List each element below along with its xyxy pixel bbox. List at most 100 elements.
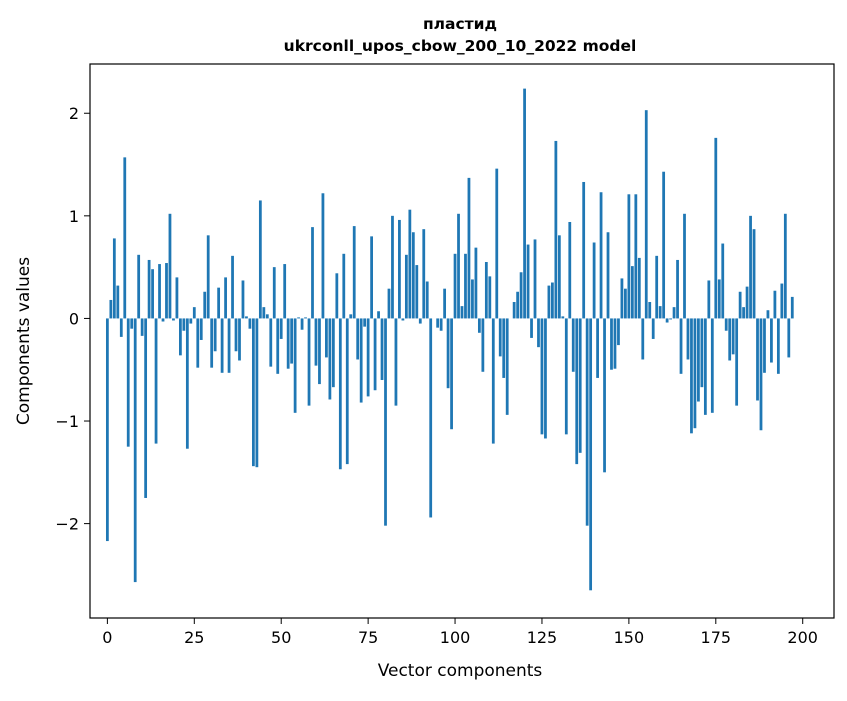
bar-144 <box>607 232 610 318</box>
bar-71 <box>353 226 356 318</box>
y-tick-label: −2 <box>55 515 79 534</box>
bar-65 <box>332 318 335 387</box>
bar-61 <box>318 318 321 384</box>
bar-154 <box>641 318 644 359</box>
bar-109 <box>485 262 488 318</box>
bar-178 <box>725 318 728 330</box>
bar-45 <box>262 307 265 318</box>
bar-194 <box>780 284 783 319</box>
bar-12 <box>148 260 151 318</box>
bars <box>106 89 794 591</box>
bar-148 <box>621 278 624 318</box>
bar-134 <box>572 318 575 371</box>
bar-47 <box>269 318 272 366</box>
bar-179 <box>728 318 731 360</box>
bar-54 <box>294 318 297 412</box>
bar-155 <box>645 110 648 318</box>
bar-16 <box>162 318 165 321</box>
bar-195 <box>784 214 787 319</box>
bar-36 <box>231 256 234 319</box>
bar-31 <box>214 318 217 351</box>
bar-32 <box>217 288 220 319</box>
bar-132 <box>565 318 568 434</box>
bar-10 <box>141 318 144 335</box>
bar-69 <box>346 318 349 464</box>
bar-89 <box>415 265 418 318</box>
x-tick-label: 125 <box>527 628 558 647</box>
bar-85 <box>402 318 405 320</box>
bar-130 <box>558 235 561 318</box>
bar-15 <box>158 264 161 318</box>
bar-98 <box>447 318 450 388</box>
bar-62 <box>322 193 325 318</box>
bar-161 <box>666 318 669 322</box>
bar-169 <box>694 318 697 428</box>
bar-121 <box>527 245 530 319</box>
bar-127 <box>548 286 551 319</box>
bar-39 <box>242 280 245 318</box>
bar-38 <box>238 318 241 360</box>
bar-138 <box>586 318 589 525</box>
bar-167 <box>687 318 690 359</box>
bar-120 <box>523 89 526 319</box>
bar-104 <box>468 178 471 319</box>
bar-191 <box>770 318 773 362</box>
bar-163 <box>673 307 676 318</box>
bar-9 <box>137 255 140 319</box>
bar-140 <box>593 243 596 319</box>
bar-193 <box>777 318 780 373</box>
bar-92 <box>426 282 429 319</box>
bar-35 <box>228 318 231 372</box>
bar-4 <box>120 318 123 336</box>
bar-133 <box>568 222 571 318</box>
bar-63 <box>325 318 328 357</box>
chart-title: пластид <box>423 15 497 33</box>
bar-170 <box>697 318 700 401</box>
bar-108 <box>481 318 484 371</box>
bar-48 <box>273 267 276 318</box>
bar-23 <box>186 318 189 448</box>
bar-196 <box>787 318 790 357</box>
bar-146 <box>614 318 617 368</box>
bar-189 <box>763 318 766 372</box>
bar-103 <box>464 254 467 319</box>
bar-75 <box>367 318 370 396</box>
bar-119 <box>520 272 523 318</box>
bar-43 <box>255 318 258 467</box>
bar-131 <box>561 316 564 318</box>
bar-37 <box>235 318 238 351</box>
x-tick-label: 0 <box>102 628 112 647</box>
bar-11 <box>144 318 147 498</box>
bar-14 <box>155 318 158 443</box>
bar-20 <box>176 277 179 318</box>
bar-97 <box>443 289 446 319</box>
bar-17 <box>165 263 168 318</box>
bar-53 <box>290 318 293 363</box>
bar-143 <box>603 318 606 472</box>
bar-174 <box>711 318 714 412</box>
bar-186 <box>753 229 756 318</box>
bar-162 <box>669 318 672 319</box>
bar-77 <box>374 318 377 390</box>
bar-19 <box>172 318 175 320</box>
bar-137 <box>582 182 585 318</box>
bar-159 <box>659 306 662 318</box>
bar-50 <box>280 318 283 339</box>
bar-93 <box>429 318 432 517</box>
bar-6 <box>127 318 130 446</box>
bar-158 <box>655 256 658 319</box>
bar-68 <box>342 254 345 319</box>
bar-139 <box>589 318 592 590</box>
bar-136 <box>579 318 582 452</box>
bar-44 <box>259 200 262 318</box>
bar-22 <box>182 318 185 330</box>
x-tick-label: 50 <box>271 628 291 647</box>
bar-173 <box>707 280 710 318</box>
bar-60 <box>315 318 318 365</box>
bar-28 <box>203 292 206 319</box>
bar-171 <box>701 318 704 387</box>
bar-147 <box>617 318 620 345</box>
bar-91 <box>422 229 425 318</box>
